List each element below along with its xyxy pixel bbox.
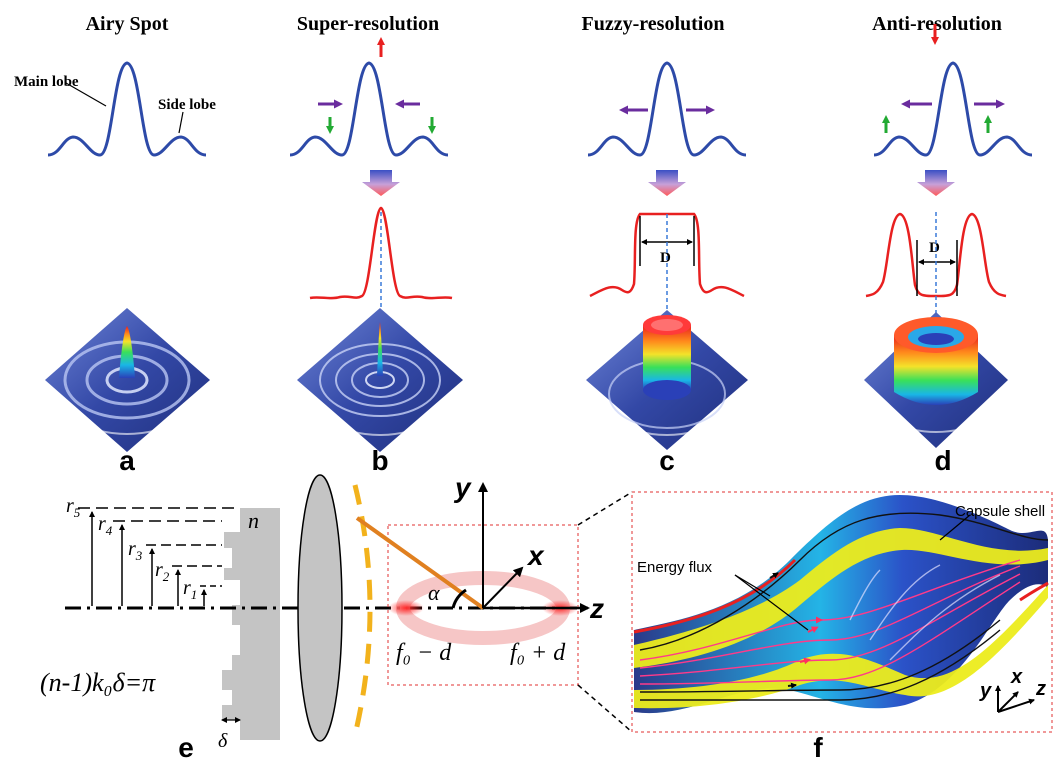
energy-streamlines (639, 512, 1049, 701)
axis-x-label: x (526, 540, 545, 571)
airy-profile-curve (47, 61, 207, 157)
alpha-label: α (428, 580, 440, 605)
radius-label-r2: r2 (155, 559, 170, 584)
side-lobe-leader (178, 111, 184, 134)
panel-label-f: f (813, 732, 823, 761)
phase-equation: (n-1)k₀δ=π (40, 668, 156, 697)
energy-flux-label: Energy flux (637, 559, 713, 576)
panel-label-b: b (371, 445, 388, 476)
f-axis-x-label: x (1010, 666, 1023, 688)
shell-band-lower (634, 585, 1048, 709)
panel-label-d: d (934, 445, 951, 476)
radius-label-r5: r5 (66, 495, 81, 520)
panel-a: Main lobe Side lobe (14, 61, 216, 452)
zoom-line-bottom (577, 684, 633, 733)
delta-label: δ (218, 730, 228, 752)
f-axis-y-label: y (979, 680, 992, 702)
transform-arrow-icon (648, 170, 686, 196)
airy-3d-surface (45, 308, 210, 452)
radius-label-r4: r4 (98, 513, 113, 538)
title-fuzzy-resolution: Fuzzy-resolution (582, 13, 725, 35)
panel-d: D (864, 24, 1033, 448)
index-label: n (248, 508, 259, 533)
focus-left-label: f₀ − d (396, 640, 452, 666)
panel-f: Capsule shell Energy flux y x z f (631, 491, 1053, 761)
shell-band-upper (634, 528, 1048, 668)
width-label: D (929, 240, 940, 256)
radius-label-r3: r3 (128, 538, 143, 563)
f-axis-z-label: z (1035, 678, 1046, 700)
capsule-shell-label: Capsule shell (955, 503, 1045, 520)
side-lobe-label: Side lobe (158, 97, 216, 113)
transform-arrow-icon (362, 170, 400, 196)
title-anti-resolution: Anti-resolution (872, 13, 1002, 35)
panel-label-a: a (119, 445, 135, 476)
fuzzy-profile-curve (587, 61, 747, 157)
super-3d-surface (297, 308, 463, 452)
width-label: D (660, 250, 671, 266)
super-profile-curve (289, 61, 449, 157)
title-airy-spot: Airy Spot (86, 13, 169, 35)
panel-b (289, 37, 463, 452)
panel-label-e: e (178, 732, 194, 761)
lens (297, 474, 343, 742)
focus-left (388, 600, 424, 616)
anti-3d-surface (864, 312, 1008, 448)
panel-c: D (586, 61, 748, 450)
anti-profile-curve (873, 61, 1033, 157)
axis-z-label: z (589, 593, 604, 624)
panel-e: n r5 r4 r3 r2 r1 δ (n-1)k₀δ=π (40, 472, 604, 761)
inset-box (387, 524, 579, 686)
axis-y-label: y (453, 472, 472, 503)
radius-label-r1: r1 (183, 577, 197, 602)
panel-label-c: c (659, 445, 675, 476)
fuzzy-3d-surface (586, 310, 748, 450)
main-lobe-leader (65, 82, 107, 107)
transform-arrow-icon (917, 170, 955, 196)
phase-plate (222, 508, 280, 740)
main-lobe-label: Main lobe (14, 74, 79, 90)
super-result-curve (309, 206, 453, 300)
title-super-resolution: Super-resolution (297, 13, 439, 35)
focus-right-label: f₀ + d (510, 640, 566, 666)
zoom-line-top (577, 491, 633, 526)
